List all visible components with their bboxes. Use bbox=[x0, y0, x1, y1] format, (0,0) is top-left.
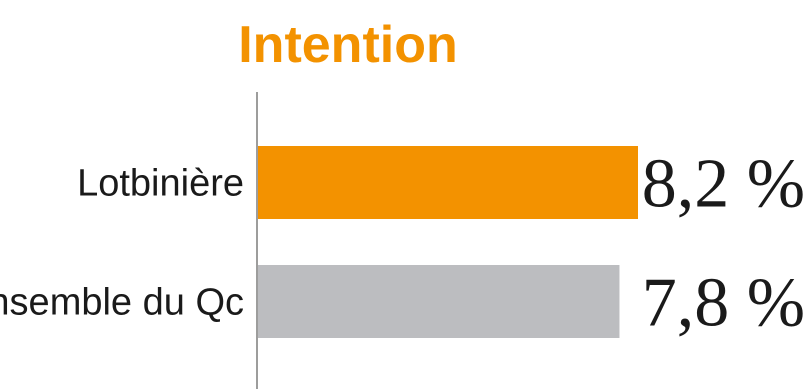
category-label-lotbiniere: Lotbinière bbox=[77, 163, 244, 205]
bar-ensemble-du-qc bbox=[258, 265, 620, 338]
chart-title: Intention bbox=[238, 16, 458, 74]
value-label-lotbiniere: 8,2 % bbox=[642, 146, 805, 223]
category-label-ensemble-du-qc: Ensemble du Qc bbox=[0, 282, 244, 324]
value-label-ensemble-du-qc: 7,8 % bbox=[642, 265, 805, 342]
bar-lotbiniere bbox=[258, 146, 638, 219]
